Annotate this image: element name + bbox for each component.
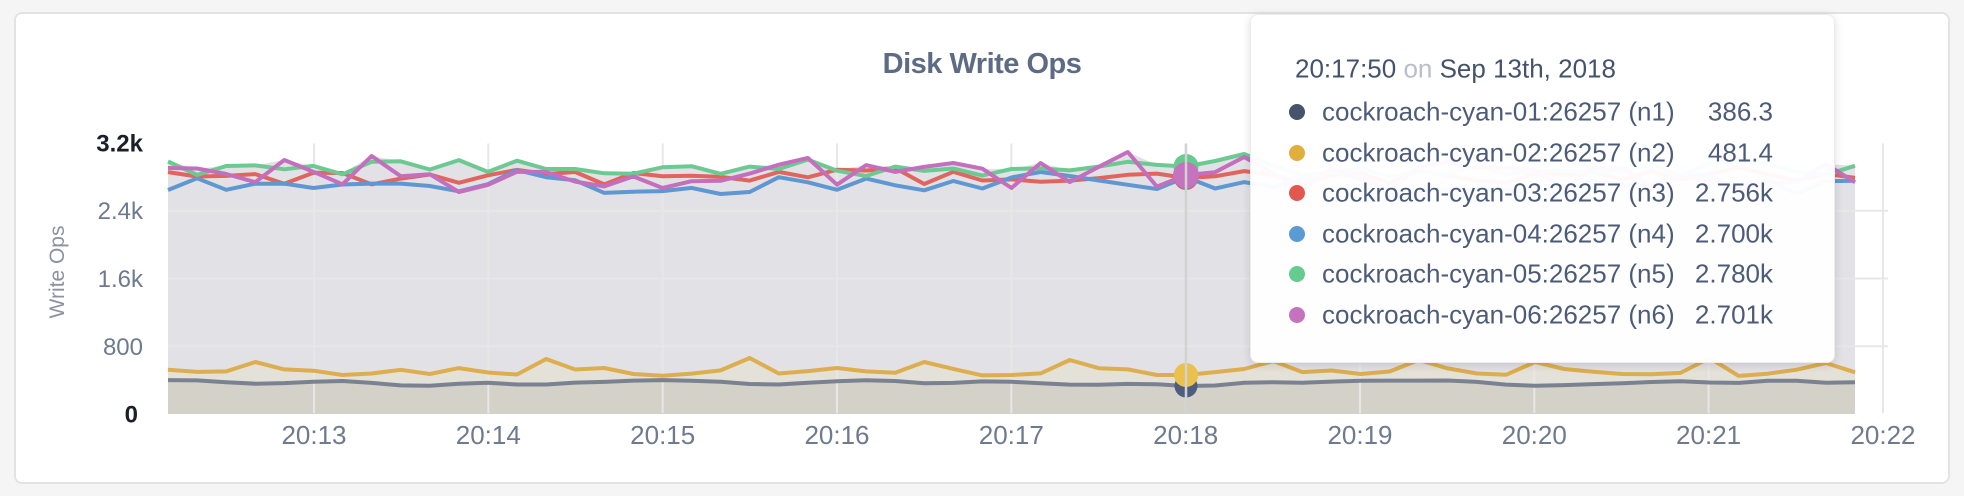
svg-text:800: 800 — [103, 334, 143, 361]
svg-text:20:16: 20:16 — [804, 420, 869, 450]
svg-text:0: 0 — [125, 402, 138, 429]
svg-text:Disk Write Ops: Disk Write Ops — [883, 48, 1082, 80]
svg-text:20:18: 20:18 — [1153, 420, 1218, 450]
svg-text:20:15: 20:15 — [630, 420, 695, 450]
svg-text:3.2k: 3.2k — [96, 131, 143, 158]
svg-text:20:20: 20:20 — [1502, 420, 1567, 450]
svg-text:20:13: 20:13 — [281, 420, 346, 450]
svg-text:2.4k: 2.4k — [98, 198, 144, 225]
svg-text:20:14: 20:14 — [456, 420, 521, 450]
svg-text:1.6k: 1.6k — [98, 266, 144, 293]
svg-text:20:22: 20:22 — [1850, 420, 1915, 450]
svg-text:20:17: 20:17 — [979, 420, 1044, 450]
svg-text:20:21: 20:21 — [1676, 420, 1741, 450]
svg-text:20:19: 20:19 — [1327, 420, 1392, 450]
svg-text:Write Ops: Write Ops — [46, 226, 69, 319]
